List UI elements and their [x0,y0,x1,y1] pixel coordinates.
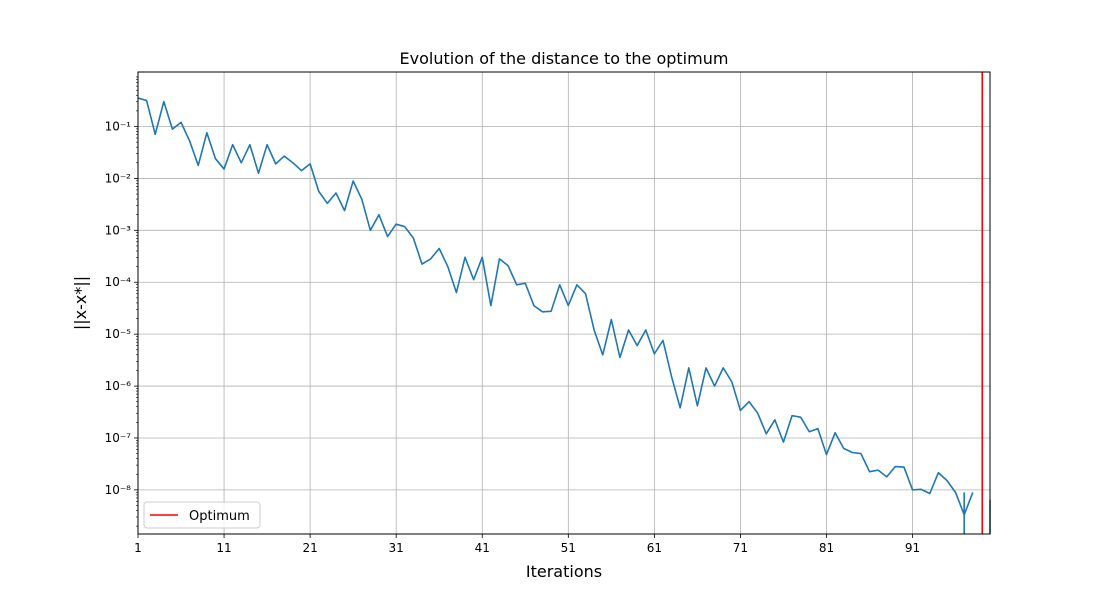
chart-title: Evolution of the distance to the optimum [400,49,729,68]
x-tick-label: 1 [134,541,142,555]
x-tick-label: 71 [733,541,748,555]
x-tick-label: 21 [302,541,317,555]
x-axis-ticks: 1 11 21 31 41 51 61 71 81 91 [134,534,920,555]
x-axis-label: Iterations [526,562,602,581]
y-tick-label: 10⁻⁶ [105,379,132,393]
x-tick-label: 81 [819,541,834,555]
grid [137,72,990,534]
y-axis-label: ||x-x*|| [71,276,90,330]
y-tick-label: 10⁻² [105,171,132,185]
series-line [137,97,974,516]
x-tick-label: 31 [389,541,404,555]
x-tick-label: 61 [647,541,662,555]
y-tick-label: 10⁻⁷ [105,431,132,445]
y-tick-label: 10⁻⁵ [105,327,132,341]
x-tick-label: 11 [216,541,231,555]
legend-optimum-label: Optimum [189,509,250,524]
y-tick-label: 10⁻³ [105,223,132,237]
legend: Optimum [143,501,261,529]
x-tick-label: 41 [475,541,490,555]
y-tick-label: 10⁻⁸ [105,483,132,497]
y-axis-ticks: 10⁻¹ 10⁻² 10⁻³ 10⁻⁴ 10⁻⁵ 10⁻⁶ 10⁻⁷ 10⁻⁸ [105,76,138,527]
y-tick-label: 10⁻⁴ [105,275,132,289]
x-tick-label: 91 [905,541,920,555]
x-tick-label: 51 [561,541,576,555]
y-tick-label: 10⁻¹ [105,120,132,134]
legend-box [143,501,261,529]
